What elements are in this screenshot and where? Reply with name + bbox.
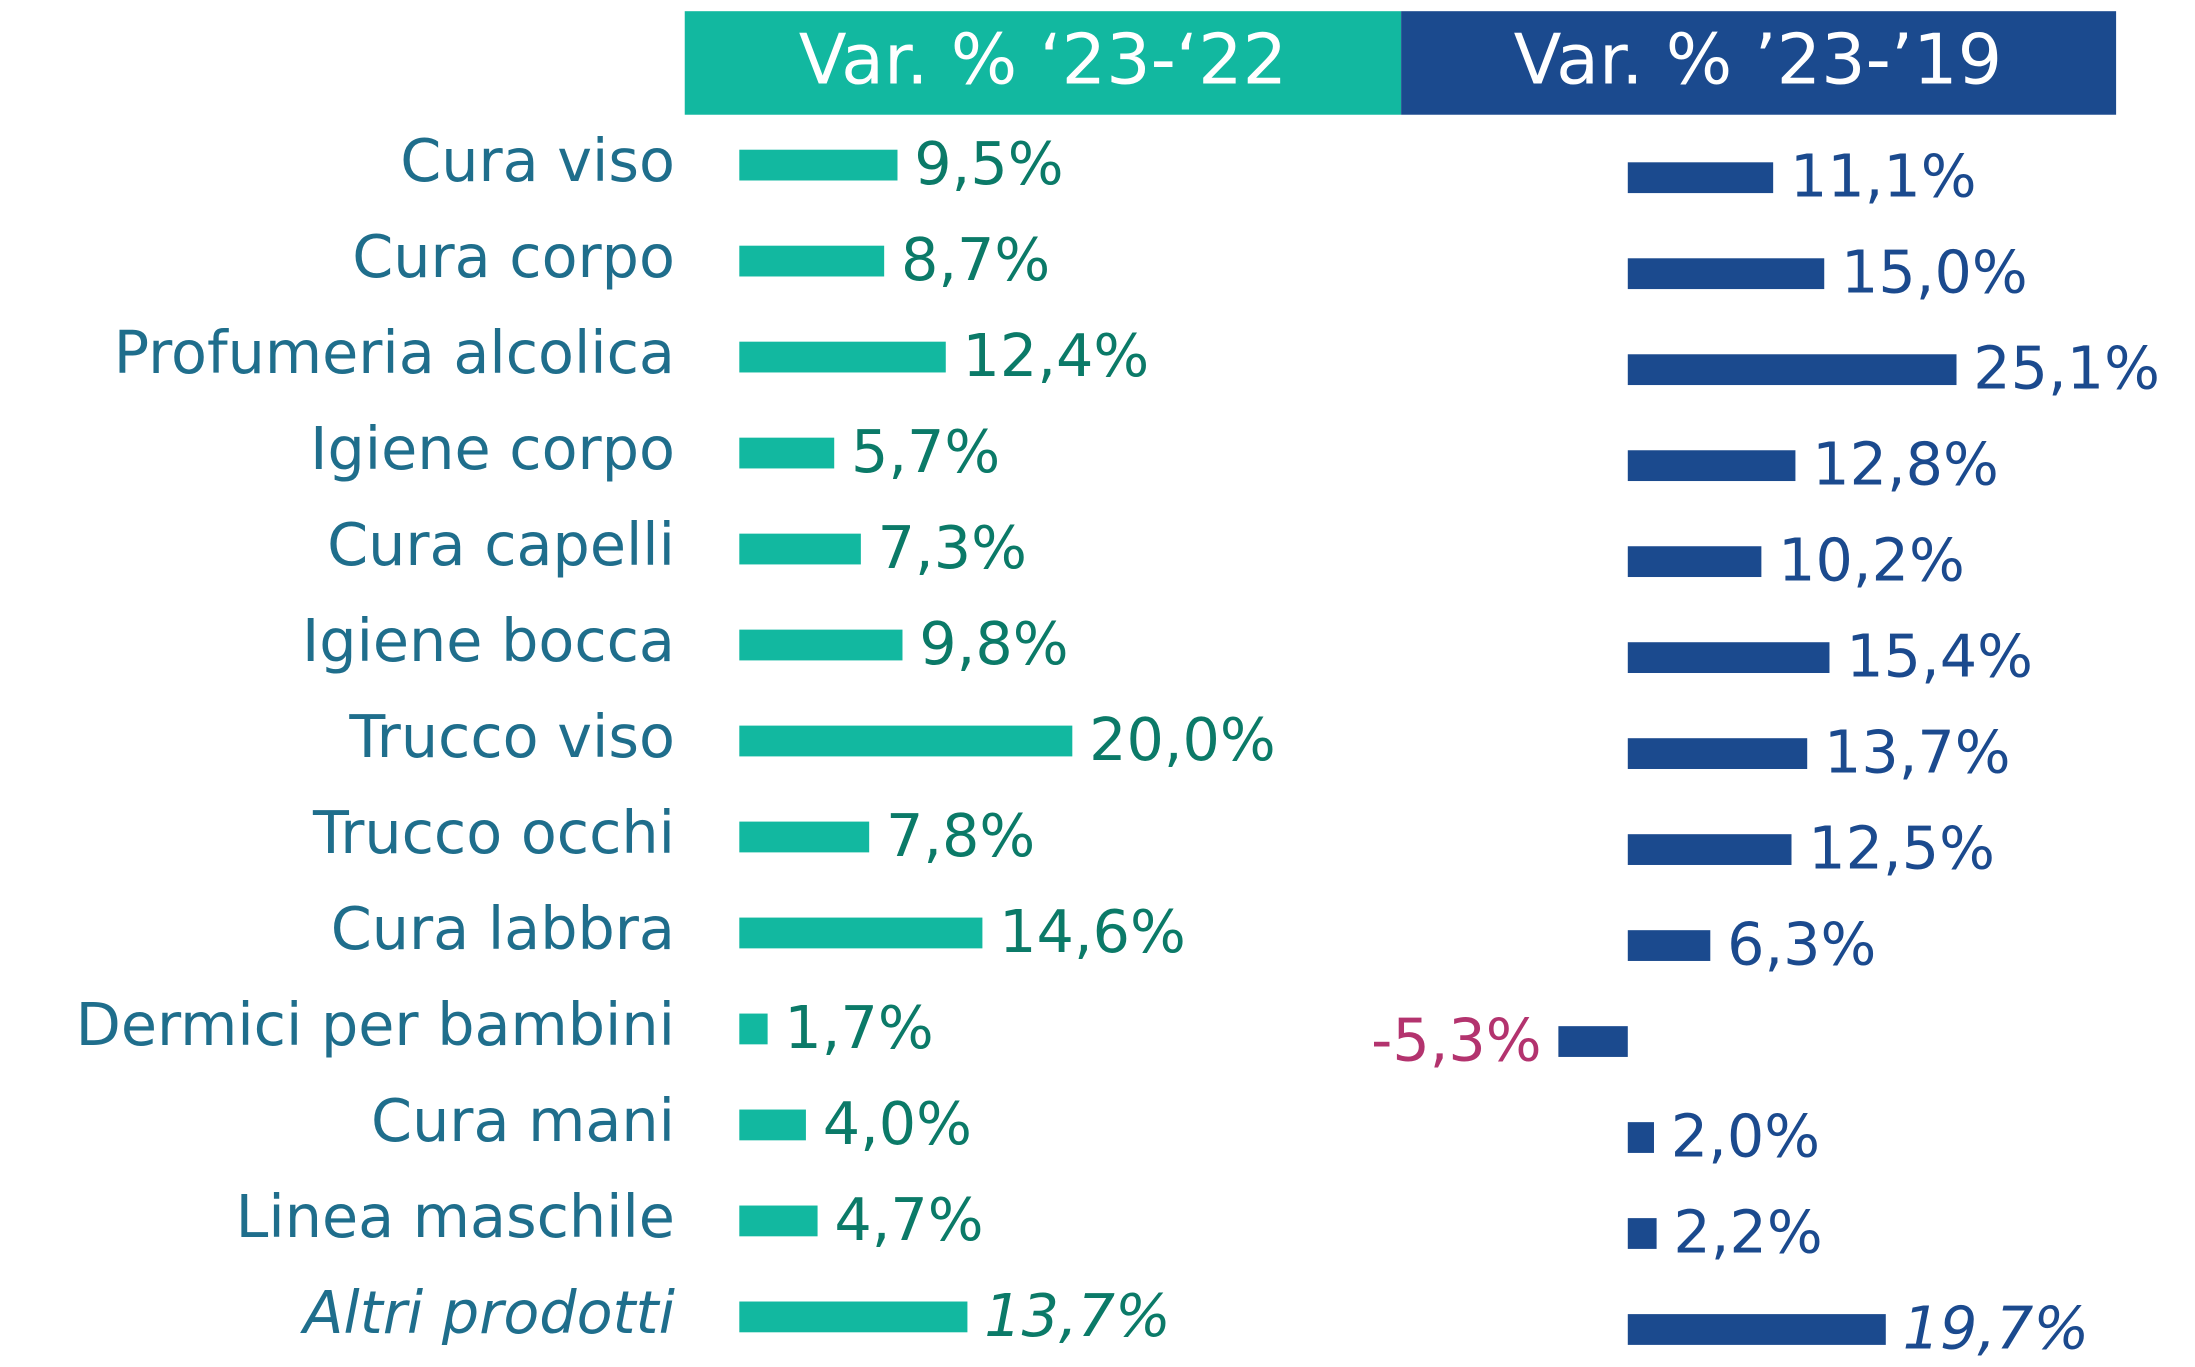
bar [1627, 354, 1957, 386]
category-label: Altri prodotti [299, 1278, 675, 1347]
bar [739, 725, 1073, 757]
series-header: Var. % ’23-’19 [1514, 19, 2002, 100]
value-label: 9,8% [919, 609, 1068, 678]
value-label: 7,3% [878, 513, 1027, 582]
value-label: 25,1% [1973, 334, 2160, 403]
value-label: 9,5% [914, 129, 1063, 198]
bar [739, 917, 983, 949]
category-label: Linea maschile [236, 1182, 675, 1251]
bar [739, 149, 898, 181]
value-label: 15,4% [1846, 622, 2033, 691]
bar [1558, 1026, 1628, 1057]
category-label: Cura labbra [331, 894, 675, 963]
bar [739, 437, 835, 469]
bar [739, 821, 870, 853]
value-label: 10,2% [1778, 526, 1965, 595]
value-label: 12,4% [963, 321, 1150, 390]
bar [1627, 1122, 1654, 1153]
header-box [1401, 11, 2117, 115]
bar [1627, 642, 1830, 674]
category-label: Profumeria alcolica [114, 318, 675, 387]
value-label: 6,3% [1727, 909, 1876, 978]
bar [1627, 930, 1711, 961]
value-label: 11,1% [1790, 142, 1977, 211]
value-label: 20,0% [1089, 705, 1276, 774]
category-label: Cura mani [371, 1086, 675, 1155]
bar [1627, 546, 1762, 578]
bar [1627, 834, 1792, 865]
value-label: 4,7% [834, 1185, 983, 1254]
value-label: 12,8% [1812, 430, 1999, 499]
value-label: 2,0% [1671, 1101, 1820, 1170]
value-label: 8,7% [901, 225, 1050, 294]
bar [739, 341, 946, 373]
bar [1627, 258, 1825, 290]
value-label: 19,7% [1903, 1293, 2090, 1362]
category-label: Cura viso [400, 126, 675, 195]
value-label: 4,0% [823, 1089, 972, 1158]
bar [1627, 162, 1774, 194]
header-box [684, 11, 1402, 115]
category-label: Cura capelli [327, 510, 675, 579]
value-label: 2,2% [1673, 1197, 1822, 1266]
bar [739, 1109, 806, 1141]
value-label: 13,7% [984, 1281, 1171, 1350]
bar [739, 533, 861, 565]
bar [739, 1013, 768, 1045]
category-label: Trucco occhi [312, 798, 675, 867]
bar [739, 245, 885, 277]
value-label: 14,6% [999, 897, 1186, 966]
category-label: Trucco viso [348, 702, 675, 771]
bar [1627, 738, 1808, 769]
value-label: 15,0% [1841, 238, 2028, 307]
value-label: 1,7% [784, 993, 933, 1062]
category-label: Dermici per bambini [76, 990, 675, 1059]
value-label: 12,5% [1808, 813, 1995, 882]
bar [739, 629, 903, 661]
bar [739, 1301, 968, 1333]
bar [1627, 1218, 1657, 1249]
bar [739, 1205, 818, 1237]
value-label: -5,3% [1371, 1005, 1541, 1074]
category-label: Igiene bocca [302, 606, 675, 675]
bar [1627, 450, 1796, 482]
value-label: 13,7% [1824, 718, 2011, 787]
value-label: 5,7% [851, 417, 1000, 486]
category-label: Igiene corpo [310, 414, 675, 483]
category-label: Cura corpo [352, 222, 675, 291]
bar [1627, 1314, 1886, 1345]
value-label: 7,8% [886, 801, 1035, 870]
series-header: Var. % ‘23-‘22 [799, 19, 1287, 100]
